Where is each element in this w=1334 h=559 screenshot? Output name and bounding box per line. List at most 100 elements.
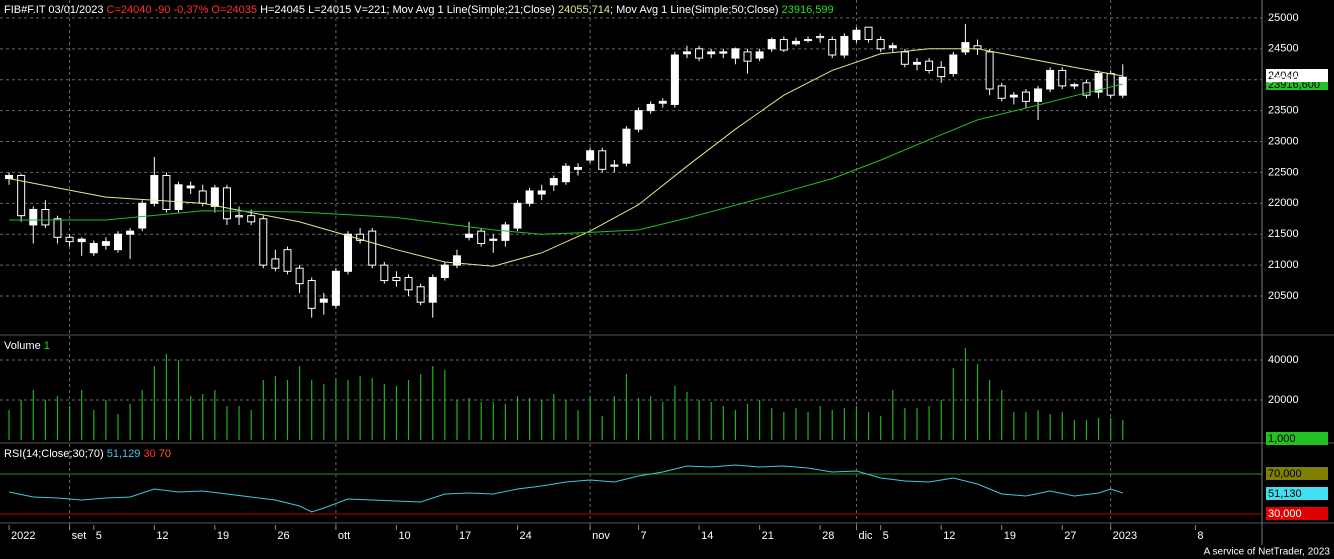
candle-body (77, 238, 86, 243)
x-tick-label: 24 (519, 530, 531, 542)
candle-body (549, 178, 558, 186)
candle-body (1106, 73, 1115, 96)
marks (5, 24, 1127, 513)
x-tick-label: nov (592, 530, 610, 542)
candle-body (501, 224, 510, 241)
candle-body (452, 255, 461, 266)
x-tick-label: 5 (96, 530, 102, 542)
volume-badge (1266, 432, 1328, 445)
candle-body (368, 230, 377, 266)
header: FIB#F.IT 03/01/2023 C=24040 -90 -0,37% O… (4, 4, 834, 16)
x-tick-label: 28 (822, 530, 834, 542)
x-tick-label: set (72, 530, 87, 542)
x-tick-label: 12 (943, 530, 955, 542)
rsi-level-label: 30,000 (1268, 508, 1302, 520)
candle-body (307, 280, 316, 309)
x-tick-label: 27 (1064, 530, 1076, 542)
ma50-name: ; Mov Avg 1 Line(Simple;50;Close) (610, 4, 779, 16)
candle-body (271, 258, 280, 269)
candle-body (912, 61, 921, 65)
candle-body (985, 51, 994, 90)
y-tick-label: 40000 (1268, 354, 1299, 366)
x-tick-label: 5 (883, 530, 889, 542)
y-tick-label: 22500 (1268, 166, 1299, 178)
x-tick-label: 26 (277, 530, 289, 542)
x-tick-label: 2022 (11, 530, 35, 542)
x-tick-label: 12 (156, 530, 168, 542)
candle-body (646, 103, 655, 112)
candle-body (816, 35, 825, 39)
candle-body (1082, 82, 1091, 96)
candle-body (925, 60, 934, 71)
quote: C=24040 -90 -0,37% O=24035 (107, 4, 257, 16)
candle-body (247, 215, 256, 223)
x-tick-label: 19 (217, 530, 229, 542)
y-tick-label: 25000 (1268, 12, 1299, 24)
x-tick-label: 21 (762, 530, 774, 542)
candle-body (331, 270, 340, 306)
candle-body (525, 190, 534, 204)
candle-body (198, 190, 207, 204)
rsi-badge-text: 51,130 (1268, 488, 1302, 500)
candle-body (707, 51, 716, 55)
candle-body (319, 298, 328, 303)
candle-body (126, 230, 135, 235)
candle-body (791, 40, 800, 45)
candle-body (1021, 91, 1030, 102)
candle-body (622, 128, 631, 164)
y-tick-label: 22000 (1268, 197, 1299, 209)
candle-body (840, 35, 849, 56)
x-tick-label: dic (858, 530, 873, 542)
candle-body (598, 150, 607, 170)
candle-body (404, 276, 413, 291)
rsi-badge (1266, 487, 1328, 500)
candle-body (682, 51, 691, 55)
candle-body (852, 29, 861, 41)
price-badge-text: 24040 (1268, 70, 1299, 82)
candle-body (344, 233, 353, 272)
candle-body (900, 51, 909, 65)
candle-body (440, 264, 449, 278)
candle-body (114, 233, 123, 251)
grid (0, 0, 1262, 530)
rsi-high: 70 (159, 448, 171, 460)
candle-body (731, 48, 740, 59)
candle-body (658, 100, 667, 104)
footer: A service of NetTrader, 2023 (1204, 547, 1331, 558)
candle-body (1070, 84, 1079, 87)
y-tick-label: 21000 (1268, 259, 1299, 271)
candle-body (876, 39, 885, 50)
x-tick-label: 8 (1197, 530, 1203, 542)
candle-body (767, 39, 776, 50)
candle-body (997, 85, 1006, 99)
x-tick-label: 19 (1004, 530, 1016, 542)
candle-body (804, 39, 813, 42)
rsi-label: RSI(14;Close;30;70) 51,129 30 70 (4, 448, 171, 460)
moving-average-line (9, 83, 1123, 235)
rsi-level-label: 70,000 (1268, 468, 1302, 480)
y-tick-label: 24500 (1268, 43, 1299, 55)
rsi-value: 51,129 (107, 448, 141, 460)
ma21-value: 24055,714 (558, 4, 610, 16)
candle-body (719, 51, 728, 54)
candle-body (1094, 73, 1103, 93)
candle-body (1058, 69, 1067, 87)
volume-label: Volume 1 (4, 340, 50, 352)
candle-body (828, 39, 837, 56)
candle-body (937, 66, 946, 78)
candle-body (5, 175, 14, 180)
x-tick-label: 2023 (1113, 530, 1137, 542)
candle-body (53, 218, 62, 238)
candle-body (513, 202, 522, 229)
candle-body (416, 286, 425, 303)
volume-period: 1 (44, 340, 50, 352)
candle-body (41, 208, 50, 226)
x-tick-label: 10 (398, 530, 410, 542)
candle-body (283, 249, 292, 272)
ma50-value: 23916,599 (782, 4, 834, 16)
candle-body (1046, 69, 1055, 90)
candle-body (695, 48, 704, 59)
candle-body (210, 187, 219, 207)
x-tick-label: 17 (459, 530, 471, 542)
